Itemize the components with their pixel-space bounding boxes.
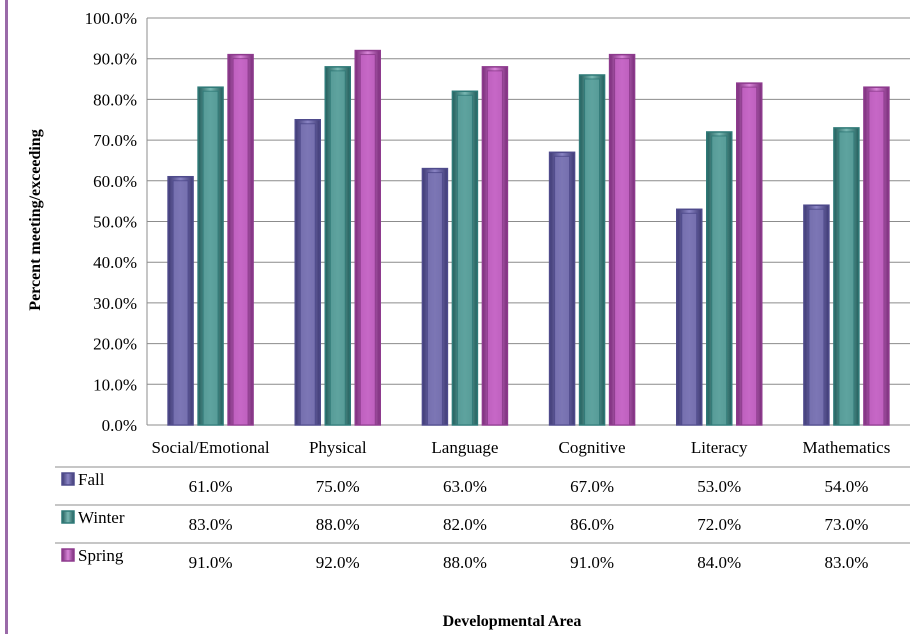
bar-bevel: [681, 212, 698, 426]
bar-bevel: [614, 58, 631, 426]
bar-bevel: [868, 90, 885, 426]
y-tick-label: 70.0%: [93, 131, 137, 150]
table-cell: 72.0%: [697, 515, 741, 534]
x-category-label: Social/Emotional: [152, 438, 270, 457]
bar-bevel: [329, 70, 346, 426]
bar-bevel: [359, 54, 376, 426]
legend-label: Fall: [78, 470, 105, 489]
x-category-label: Language: [431, 438, 498, 457]
bar-bevel: [808, 208, 825, 426]
bar-bevel: [741, 86, 758, 426]
page-border-rule: [5, 0, 8, 634]
table-cell: 67.0%: [570, 477, 614, 496]
table-cell: 91.0%: [189, 553, 233, 572]
bar-bevel: [711, 135, 728, 426]
bar-bevel: [232, 58, 249, 426]
bar-bevel: [456, 94, 473, 426]
legend-swatch-spring: [61, 548, 75, 562]
table-cell: 88.0%: [316, 515, 360, 534]
y-tick-label: 30.0%: [93, 294, 137, 313]
y-tick-label: 50.0%: [93, 213, 137, 232]
table-cell: 53.0%: [697, 477, 741, 496]
table-cell: 61.0%: [189, 477, 233, 496]
y-tick-label: 100.0%: [85, 9, 137, 28]
y-tick-label: 60.0%: [93, 172, 137, 191]
table-cell: 83.0%: [189, 515, 233, 534]
table-cell: 88.0%: [443, 553, 487, 572]
y-tick-label: 80.0%: [93, 90, 137, 109]
data-table: Fall 61.0% 75.0% 63.0% 67.0% 53.0% 54.0% Winter…: [55, 466, 910, 572]
y-axis-ticks: 0.0% 10.0% 20.0% 30.0% 40.0% 50.0% 60.0% 70.0% 8…: [85, 9, 137, 435]
table-cell: 91.0%: [570, 553, 614, 572]
table-cell: 75.0%: [316, 477, 360, 496]
x-axis-title: Developmental Area: [443, 613, 582, 630]
bar-bevel: [202, 90, 219, 426]
y-tick-label: 90.0%: [93, 50, 137, 69]
bar-bevel: [172, 180, 189, 426]
bar-bevel: [486, 70, 503, 426]
bar-bevel: [584, 78, 601, 426]
table-cell: 63.0%: [443, 477, 487, 496]
table-cell: 82.0%: [443, 515, 487, 534]
y-axis-title: Percent meeting/exceeding: [27, 129, 44, 310]
y-tick-label: 0.0%: [102, 416, 137, 435]
bar-bevel: [426, 172, 443, 426]
bar-bevel: [554, 155, 571, 426]
y-tick-label: 20.0%: [93, 335, 137, 354]
gridlines: [146, 17, 910, 426]
bar-bevel: [299, 123, 316, 426]
table-cell: 83.0%: [824, 553, 868, 572]
y-tick-label: 40.0%: [93, 253, 137, 272]
x-category-label: Cognitive: [559, 438, 626, 457]
x-category-label: Physical: [309, 438, 367, 457]
table-cell: 86.0%: [570, 515, 614, 534]
table-cell: 73.0%: [824, 515, 868, 534]
legend-swatch-fall: [61, 472, 75, 486]
table-cell: 92.0%: [316, 553, 360, 572]
bar-bevel: [838, 131, 855, 426]
x-category-label: Mathematics: [803, 438, 891, 457]
x-category-label: Literacy: [691, 438, 748, 457]
table-cell: 54.0%: [824, 477, 868, 496]
bars: [167, 49, 890, 426]
category-labels: Social/Emotional Physical Language Cognitiv…: [152, 438, 891, 457]
legend-label: Spring: [78, 546, 124, 565]
table-cell: 84.0%: [697, 553, 741, 572]
legend-swatch-winter: [61, 510, 75, 524]
legend-label: Winter: [78, 508, 125, 527]
y-tick-label: 10.0%: [93, 375, 137, 394]
